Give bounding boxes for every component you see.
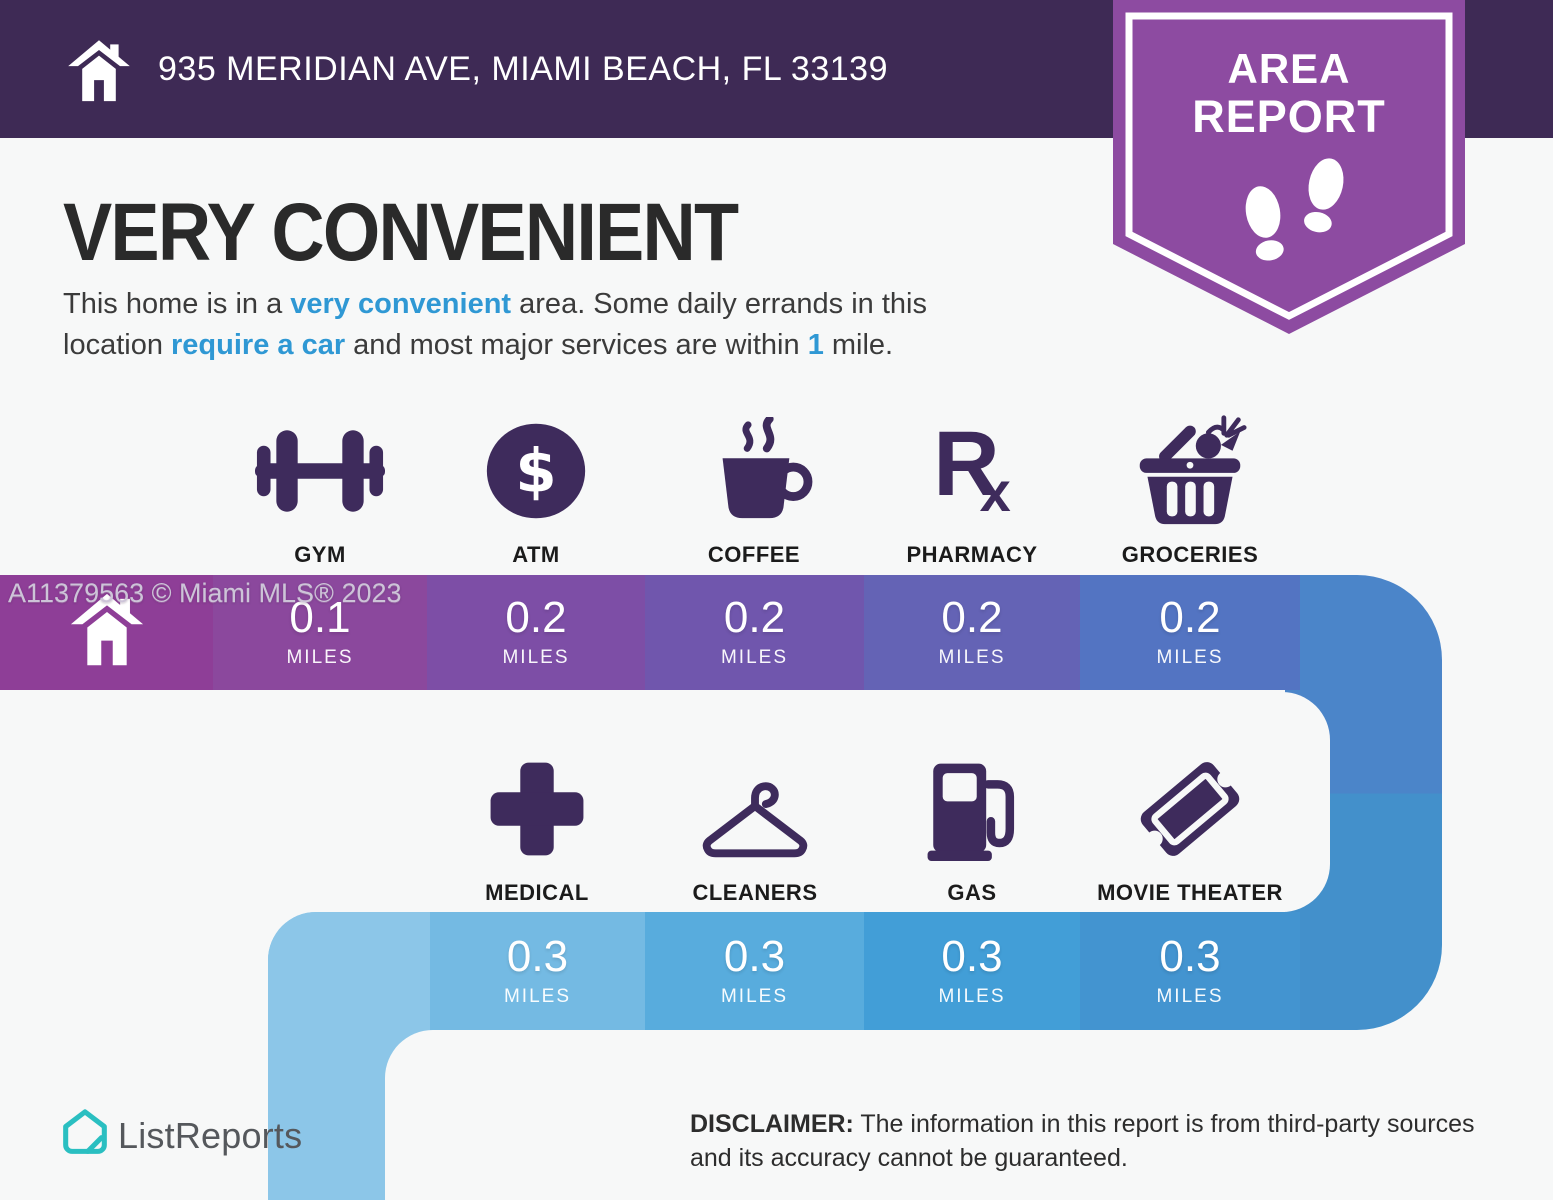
distance-value: 0.3: [506, 931, 569, 981]
disclaimer-text: The information in this report is from t…: [690, 1110, 1475, 1172]
distance-unit: MILES: [502, 647, 570, 668]
gym-dumbbell-icon: [255, 412, 385, 530]
walkability-headline: VERY CONVENIENT: [63, 187, 739, 278]
distance-cell-cleaners: 0.3 MILES: [645, 912, 864, 1030]
footer-panel: [385, 1030, 1553, 1200]
distance-cell-atm: 0.2 MILES: [427, 575, 645, 690]
category-gym: GYM: [225, 404, 415, 568]
dollar-glyph: $: [515, 436, 556, 505]
atm-dollar-coin-icon: $: [485, 412, 587, 530]
medical-cross-icon: [485, 750, 589, 868]
category-coffee: COFFEE: [659, 404, 849, 568]
badge-title-line1: AREA: [1227, 45, 1351, 92]
gas-pump-icon: [920, 750, 1024, 868]
category-label: ATM: [512, 542, 560, 567]
category-label: MOVIE THEATER: [1097, 880, 1283, 905]
walkability-description: This home is in a very convenient area. …: [63, 284, 1123, 366]
listreports-logo: ListReports: [62, 1108, 302, 1163]
disclaimer: DISCLAIMER: The information in this repo…: [690, 1108, 1490, 1175]
cleaners-hanger-icon: [694, 750, 816, 868]
home-icon: [64, 34, 134, 108]
category-label: GROCERIES: [1121, 542, 1259, 567]
rx-r-glyph: R: [933, 413, 1000, 515]
distance-cell-medical: 0.3 MILES: [430, 912, 645, 1030]
description-text: This home is in a: [63, 288, 291, 320]
distance-unit: MILES: [1156, 985, 1224, 1007]
distance-value: 0.2: [723, 593, 786, 642]
distance-cell-movie-theater: 0.3 MILES: [1080, 912, 1300, 1030]
home-icon: [66, 589, 148, 676]
description-text: location: [63, 329, 172, 362]
distance-unit: MILES: [938, 647, 1006, 668]
description-highlight: 1: [807, 329, 824, 362]
category-label: PHARMACY: [906, 542, 1038, 567]
property-address: 935 MERIDIAN AVE, MIAMI BEACH, FL 33139: [158, 49, 888, 88]
distance-cell-groceries: 0.2 MILES: [1080, 575, 1300, 690]
distance-unit: MILES: [720, 647, 789, 668]
category-gas: GAS: [877, 742, 1067, 906]
distance-value: 0.2: [1159, 593, 1221, 642]
path-row2-curve: [268, 912, 430, 1030]
description-text: mile.: [823, 329, 894, 362]
distance-value: 0.2: [941, 593, 1003, 642]
category-label: GYM: [294, 542, 346, 567]
footprints-icon: [1245, 158, 1344, 261]
distance-unit: MILES: [1156, 647, 1224, 668]
row2-icon-card: [0, 692, 1330, 912]
path-start-home-cell: [0, 575, 213, 690]
mls-watermark: A11379563 © Miami MLS® 2023: [8, 578, 402, 608]
distance-cell-gas: 0.3 MILES: [864, 912, 1080, 1030]
distance-value: 0.1: [289, 593, 351, 642]
brand-name: ListReports: [118, 1114, 303, 1156]
distance-value: 0.3: [1159, 931, 1221, 981]
distance-unit: MILES: [286, 647, 354, 668]
category-cleaners: CLEANERS: [660, 742, 850, 906]
category-label: GAS: [947, 880, 997, 905]
area-report-badge: AREA REPORT: [1113, 0, 1465, 336]
description-text: area. Some daily errands in this: [511, 288, 927, 320]
disclaimer-label: DISCLAIMER:: [690, 1110, 854, 1138]
category-pharmacy: R x PHARMACY: [877, 404, 1067, 568]
listreports-house-bubble-icon: [62, 1108, 108, 1163]
category-groceries: GROCERIES: [1095, 404, 1285, 568]
groceries-basket-icon: [1132, 412, 1248, 530]
distance-value: 0.2: [505, 593, 567, 642]
distance-unit: MILES: [720, 985, 789, 1007]
description-highlight: very convenient: [290, 288, 512, 320]
rx-x-glyph: x: [979, 460, 1011, 523]
category-label: CLEANERS: [692, 880, 818, 905]
distance-value: 0.3: [941, 931, 1003, 981]
category-medical: MEDICAL: [442, 742, 632, 906]
category-atm: $ ATM: [441, 404, 631, 568]
category-movie-theater: MOVIE THEATER: [1070, 742, 1310, 906]
coffee-cup-icon: [695, 412, 813, 530]
distance-unit: MILES: [503, 985, 572, 1007]
pharmacy-rx-icon: R x: [933, 412, 1011, 530]
category-label: MEDICAL: [485, 880, 589, 905]
description-text: and most major services are within: [345, 329, 808, 362]
distance-value: 0.3: [723, 931, 786, 981]
distance-cell-coffee: 0.2 MILES: [645, 575, 864, 690]
distance-cell-gym: 0.1 MILES: [213, 575, 427, 690]
badge-title-line2: REPORT: [1192, 91, 1386, 142]
category-label: COFFEE: [707, 542, 801, 567]
distance-cell-pharmacy: 0.2 MILES: [864, 575, 1080, 690]
movie-ticket-icon: [1128, 750, 1252, 868]
description-highlight: require a car: [171, 329, 346, 362]
distance-unit: MILES: [938, 985, 1006, 1007]
